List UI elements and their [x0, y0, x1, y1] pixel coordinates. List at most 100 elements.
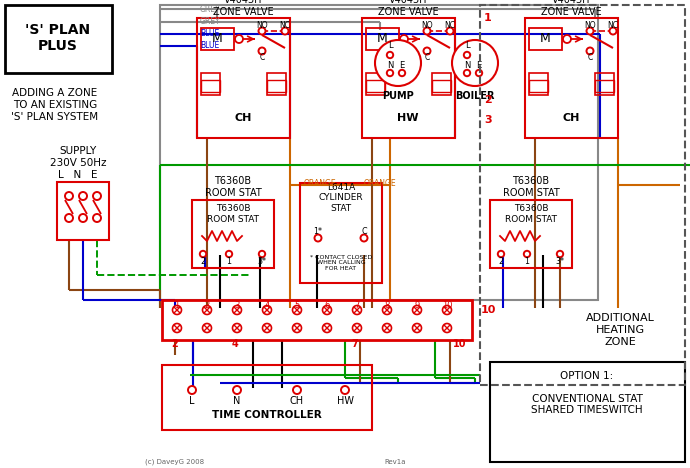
Text: C: C [587, 53, 593, 63]
Text: T6360B
ROOM STAT: T6360B ROOM STAT [505, 205, 557, 224]
Text: 1: 1 [175, 300, 179, 309]
Text: N: N [464, 60, 470, 70]
Circle shape [293, 306, 302, 314]
Circle shape [233, 386, 241, 394]
Text: NO: NO [256, 21, 268, 29]
Bar [201, 28, 234, 50]
Text: 'S' PLAN
PLUS: 'S' PLAN PLUS [26, 23, 90, 53]
Text: CH: CH [290, 396, 304, 406]
Circle shape [322, 323, 331, 332]
Bar [362, 18, 455, 138]
Circle shape [452, 40, 498, 86]
Text: ORANGE: ORANGE [364, 178, 396, 188]
Text: L: L [464, 41, 469, 50]
Text: 2: 2 [484, 95, 492, 105]
Text: 3*: 3* [555, 257, 564, 266]
Bar [201, 73, 220, 95]
Circle shape [293, 386, 301, 394]
Text: V4043H
ZONE VALVE: V4043H ZONE VALVE [377, 0, 438, 17]
Circle shape [353, 306, 362, 314]
Bar [57, 182, 109, 240]
Text: 9: 9 [415, 300, 420, 309]
Text: GREY: GREY [199, 17, 220, 27]
Bar [366, 80, 385, 92]
Bar [300, 183, 382, 283]
Circle shape [464, 70, 470, 76]
Bar [529, 80, 548, 92]
Circle shape [172, 306, 181, 314]
Bar [192, 200, 274, 268]
Text: NO: NO [584, 21, 595, 29]
Bar [267, 80, 286, 92]
Circle shape [79, 214, 87, 222]
Circle shape [586, 28, 593, 35]
Text: 2: 2 [200, 257, 206, 266]
Text: C: C [424, 53, 430, 63]
Circle shape [557, 251, 563, 257]
Bar [366, 73, 385, 95]
Circle shape [259, 47, 266, 54]
Bar [525, 18, 618, 138]
Text: L: L [388, 41, 393, 50]
Text: 5: 5 [295, 300, 299, 309]
Text: L: L [189, 396, 195, 406]
Circle shape [586, 47, 593, 54]
Circle shape [341, 386, 349, 394]
Text: 7: 7 [352, 339, 358, 349]
Bar [432, 73, 451, 95]
Circle shape [382, 306, 391, 314]
Circle shape [413, 323, 422, 332]
Circle shape [188, 386, 196, 394]
Circle shape [387, 70, 393, 76]
Circle shape [524, 251, 530, 257]
Text: 1: 1 [226, 257, 232, 266]
Text: Rev1a: Rev1a [384, 459, 406, 465]
Circle shape [387, 52, 393, 58]
Text: NO: NO [421, 21, 433, 29]
Circle shape [235, 35, 243, 43]
Text: NC: NC [279, 21, 290, 29]
Text: 2: 2 [498, 257, 504, 266]
Circle shape [93, 192, 101, 200]
Bar [162, 365, 372, 430]
Text: NC: NC [444, 21, 455, 29]
Text: 2: 2 [172, 339, 179, 349]
Text: ADDITIONAL
HEATING
ZONE: ADDITIONAL HEATING ZONE [586, 314, 654, 347]
Bar [432, 80, 451, 92]
Circle shape [375, 40, 421, 86]
Text: N: N [387, 60, 393, 70]
Text: 3: 3 [235, 300, 239, 309]
Circle shape [79, 192, 87, 200]
Bar [595, 80, 614, 92]
Bar [490, 362, 685, 462]
Circle shape [259, 251, 265, 257]
Text: V4043H
ZONE VALVE: V4043H ZONE VALVE [213, 0, 273, 17]
Circle shape [93, 214, 101, 222]
Text: BOILER: BOILER [455, 91, 495, 101]
Circle shape [172, 323, 181, 332]
Text: V4043H
ZONE VALVE: V4043H ZONE VALVE [541, 0, 601, 17]
Text: PUMP: PUMP [382, 91, 414, 101]
Bar [201, 80, 220, 92]
Text: L641A
CYLINDER
STAT: L641A CYLINDER STAT [319, 183, 364, 213]
Text: 10: 10 [480, 305, 495, 315]
Circle shape [200, 251, 206, 257]
Text: 4: 4 [232, 339, 238, 349]
Text: 4: 4 [264, 300, 270, 309]
Circle shape [293, 323, 302, 332]
Circle shape [353, 323, 362, 332]
Circle shape [202, 306, 212, 314]
Circle shape [476, 70, 482, 76]
Text: T6360B
ROOM STAT: T6360B ROOM STAT [502, 176, 560, 198]
Circle shape [424, 47, 431, 54]
Circle shape [609, 28, 616, 35]
Bar [267, 73, 286, 95]
Circle shape [233, 306, 241, 314]
Text: 10: 10 [442, 300, 452, 309]
Text: L   N   E: L N E [58, 170, 98, 180]
Circle shape [442, 323, 451, 332]
Circle shape [400, 35, 408, 43]
Text: ORANGE: ORANGE [304, 178, 336, 188]
Text: C: C [361, 227, 367, 235]
Text: TIME CONTROLLER: TIME CONTROLLER [212, 410, 322, 420]
